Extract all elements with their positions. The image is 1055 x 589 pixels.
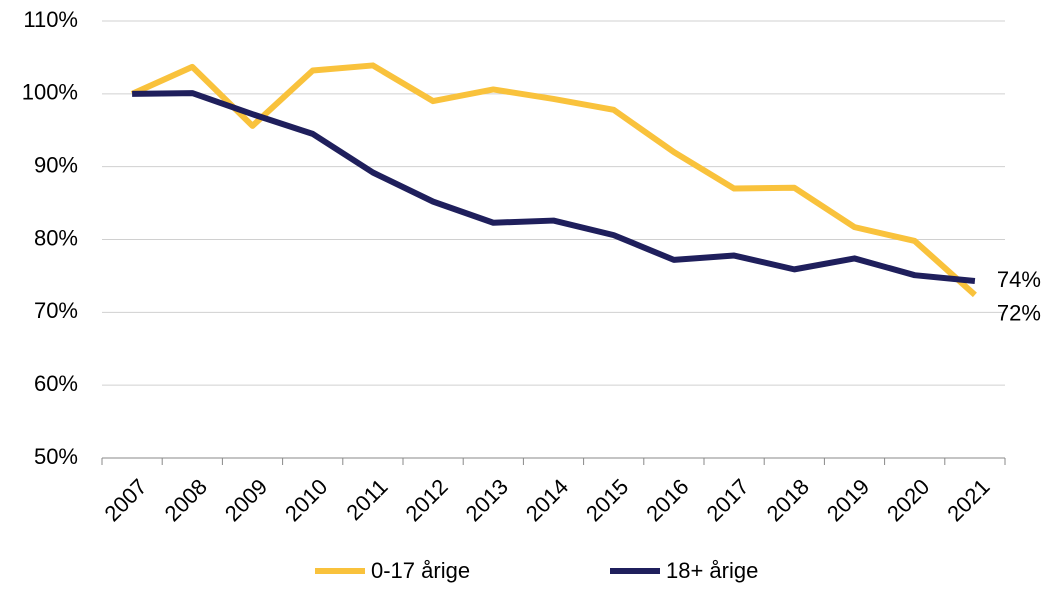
line-series: [130, 62, 977, 298]
x-tick-label: 2010: [280, 474, 332, 526]
x-tick-label: 2017: [701, 474, 753, 526]
x-tick-label: 2008: [160, 474, 212, 526]
legend-label: 0-17 årige: [371, 558, 470, 583]
x-tick-label: 2019: [822, 474, 874, 526]
y-tick-label: 80%: [34, 225, 78, 250]
x-tick-label: 2020: [882, 474, 934, 526]
x-tick-label: 2015: [581, 474, 633, 526]
x-tick-label: 2021: [942, 474, 994, 526]
x-tick-label: 2018: [762, 474, 814, 526]
x-tick-label: 2014: [521, 474, 573, 526]
x-tick-label: 2007: [99, 474, 151, 526]
y-tick-label: 70%: [34, 298, 78, 323]
data-label: 72%: [997, 301, 1041, 326]
y-tick-label: 110%: [23, 7, 78, 32]
y-tick-label: 90%: [34, 152, 78, 177]
y-tick-label: 50%: [34, 444, 78, 469]
x-tick-label: 2013: [461, 474, 513, 526]
y-tick-label: 100%: [22, 80, 78, 105]
x-tick-label: 2009: [220, 474, 272, 526]
data-label: 74%: [997, 267, 1041, 292]
x-tick-label: 2016: [641, 474, 693, 526]
line-series: [132, 90, 976, 285]
y-tick-label: 60%: [34, 371, 78, 396]
x-tick-label: 2011: [341, 474, 392, 525]
legend-label: 18+ årige: [666, 558, 758, 583]
x-tick-label: 2012: [400, 474, 452, 526]
